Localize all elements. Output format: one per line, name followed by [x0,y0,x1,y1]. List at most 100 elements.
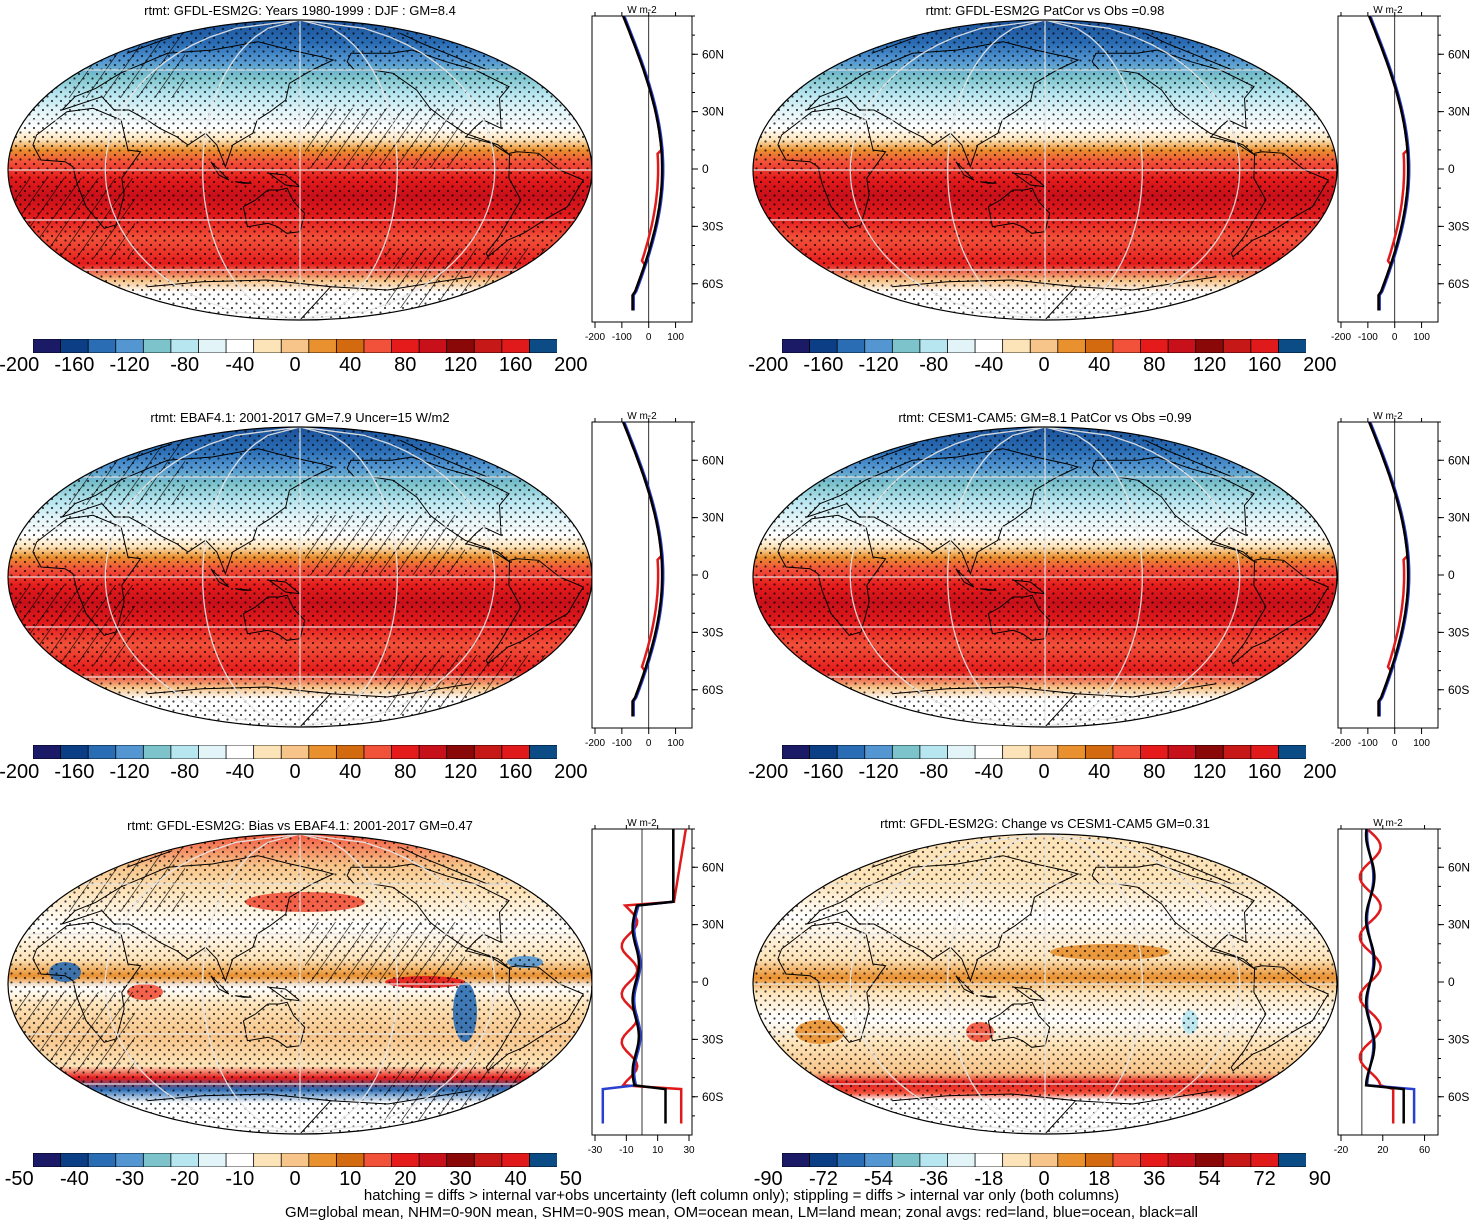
map-panel-6 [752,833,1338,1135]
colorbar-tick-label: -160 [54,354,95,376]
map-panel-2 [752,19,1338,321]
colorbar-tick-label: 160 [1247,761,1282,783]
colorbar-labels-5: -50 -40 -30 -20 -10 0 10 20 30 40 50 [5,1168,582,1192]
colorbar-tick-label: 40 [504,1168,527,1190]
colorbar-tick-label: 90 [1308,1168,1331,1190]
colorbar-tick-label: 40 [1088,354,1111,376]
zonal-tick-label: -100 [612,738,632,749]
colorbar-tick-label: -18 [974,1168,1004,1190]
map-panel-5 [7,833,593,1135]
zonal-tick-label: 20 [1377,1145,1389,1156]
zonal-tick-label: -30 [588,1145,603,1156]
colorbar-tick-label: -50 [4,1168,34,1190]
latitude-label: 0 [1448,162,1455,176]
colorbar-tick-label: -10 [225,1168,255,1190]
zonal-tick-label: -100 [1358,738,1378,749]
latitude-label: 30N [702,105,724,119]
colorbar-tick-label: 120 [443,761,478,783]
zonal-units-label: W m-2 [1373,5,1403,16]
zonal-units-label: W m-2 [1373,818,1403,829]
zonal-units-label: W m-2 [627,5,657,16]
map-panel-4 [752,426,1338,728]
zonal-tick-label: 0 [646,738,652,749]
latitude-label: 30S [1448,625,1469,639]
colorbar-tick-label: -160 [803,354,844,376]
latitude-label: 30N [1448,918,1470,932]
colorbar-tick-label: -200 [748,354,789,376]
colorbar-tick-label: 120 [1192,354,1227,376]
latitude-label: 60S [702,1090,723,1104]
colorbar-4 [782,745,1306,759]
colorbar-tick-label: -80 [919,354,949,376]
zonal-tick-label: -200 [1331,332,1351,343]
latitude-label: 60S [1448,683,1469,697]
zonal-tick-label: 100 [667,738,684,749]
latitude-label: 60N [702,453,724,467]
zonal-tick-label: 0 [1392,332,1398,343]
zonal-plot-5: W m-2 60N 30N 0 30S 60S -30 -10 10 30 [588,818,724,1156]
colorbar-tick-label: -120 [109,761,150,783]
colorbar-tick-label: 40 [1088,761,1111,783]
colorbar-3 [33,745,557,759]
colorbar-tick-label: 160 [498,354,533,376]
zonal-tick-label: 10 [652,1145,664,1156]
latitude-label: 60N [702,47,724,61]
colorbar-tick-label: -54 [864,1168,893,1190]
latitude-label: 60S [702,277,723,291]
latitude-label: 30N [702,511,724,525]
colorbar-tick-label: -200 [748,761,789,783]
latitude-label: 30N [702,918,724,932]
colorbar-tick-label: 160 [498,761,533,783]
zonal-tick-label: 30 [683,1145,695,1156]
colorbar-tick-label: -80 [170,761,200,783]
zonal-tick-label: -200 [585,738,605,749]
latitude-label: 60S [1448,277,1469,291]
colorbar-tick-label: 200 [1303,761,1337,783]
latitude-label: 30S [1448,219,1469,233]
zonal-plot-4: W m-2 60N 30N 0 30S 60S -200 -100 0 100 [1331,411,1470,749]
colorbar-tick-label: -80 [170,354,200,376]
colorbar-tick-label: 10 [339,1168,362,1190]
colorbar-tick-label: -120 [109,354,150,376]
colorbar-tick-label: -200 [0,761,40,783]
colorbar-tick-label: 50 [559,1168,582,1190]
latitude-label: 30S [702,625,723,639]
latitude-label: 0 [702,568,709,582]
zonal-tick-label: -10 [619,1145,634,1156]
panel-title: rtmt: GFDL-ESM2G: Years 1980-1999 : DJF … [144,3,456,18]
colorbar-labels-6: -90 -72 -54 -36 -18 0 18 36 54 72 90 [754,1168,1331,1192]
colorbar-tick-label: -72 [808,1168,838,1190]
colorbar-tick-label: 120 [443,354,478,376]
colorbar-tick-label: 40 [339,354,362,376]
colorbar-labels-1: -200 -160 -120 -80 -40 0 40 80 120 160 200 [0,354,587,378]
colorbar-tick-label: 80 [1143,761,1166,783]
zonal-plot-3: W m-2 60N 30N 0 30S 60S -200 -100 0 100 [585,411,724,749]
colorbar-tick-label: -40 [59,1168,89,1190]
zonal-tick-label: -100 [1358,332,1378,343]
zonal-tick-label: -100 [612,332,632,343]
zonal-plot-2: W m-2 60N 30N 0 30S 60S -200 -100 0 100 [1331,5,1470,343]
panel-title: rtmt: GFDL-ESM2G PatCor vs Obs =0.98 [925,3,1165,18]
zonal-plot-1: W m-2 60N 30N 0 30S 60S -200 -100 0 100 [585,5,724,343]
latitude-label: 30S [702,1032,723,1046]
latitude-label: 30S [702,219,723,233]
colorbar-tick-label: -120 [858,354,899,376]
colorbar-tick-label: -200 [0,354,40,376]
zonal-units-label: W m-2 [1373,411,1403,422]
latitude-label: 60N [1448,860,1470,874]
colorbar-tick-label: 40 [339,761,362,783]
colorbar-tick-label: 80 [1143,354,1166,376]
zonal-tick-label: 60 [1419,1145,1431,1156]
colorbar-tick-label: 0 [1038,354,1050,376]
colorbar-tick-label: 160 [1247,354,1282,376]
colorbar-tick-label: 0 [289,761,301,783]
colorbar-1 [33,339,557,353]
zonal-units-label: W m-2 [627,411,657,422]
colorbar-tick-label: -36 [919,1168,949,1190]
colorbar-tick-label: -90 [753,1168,783,1190]
zonal-tick-label: -200 [1331,738,1351,749]
zonal-tick-label: -200 [585,332,605,343]
colorbar-tick-label: 80 [394,354,417,376]
latitude-label: 60N [702,860,724,874]
zonal-tick-label: 0 [646,332,652,343]
